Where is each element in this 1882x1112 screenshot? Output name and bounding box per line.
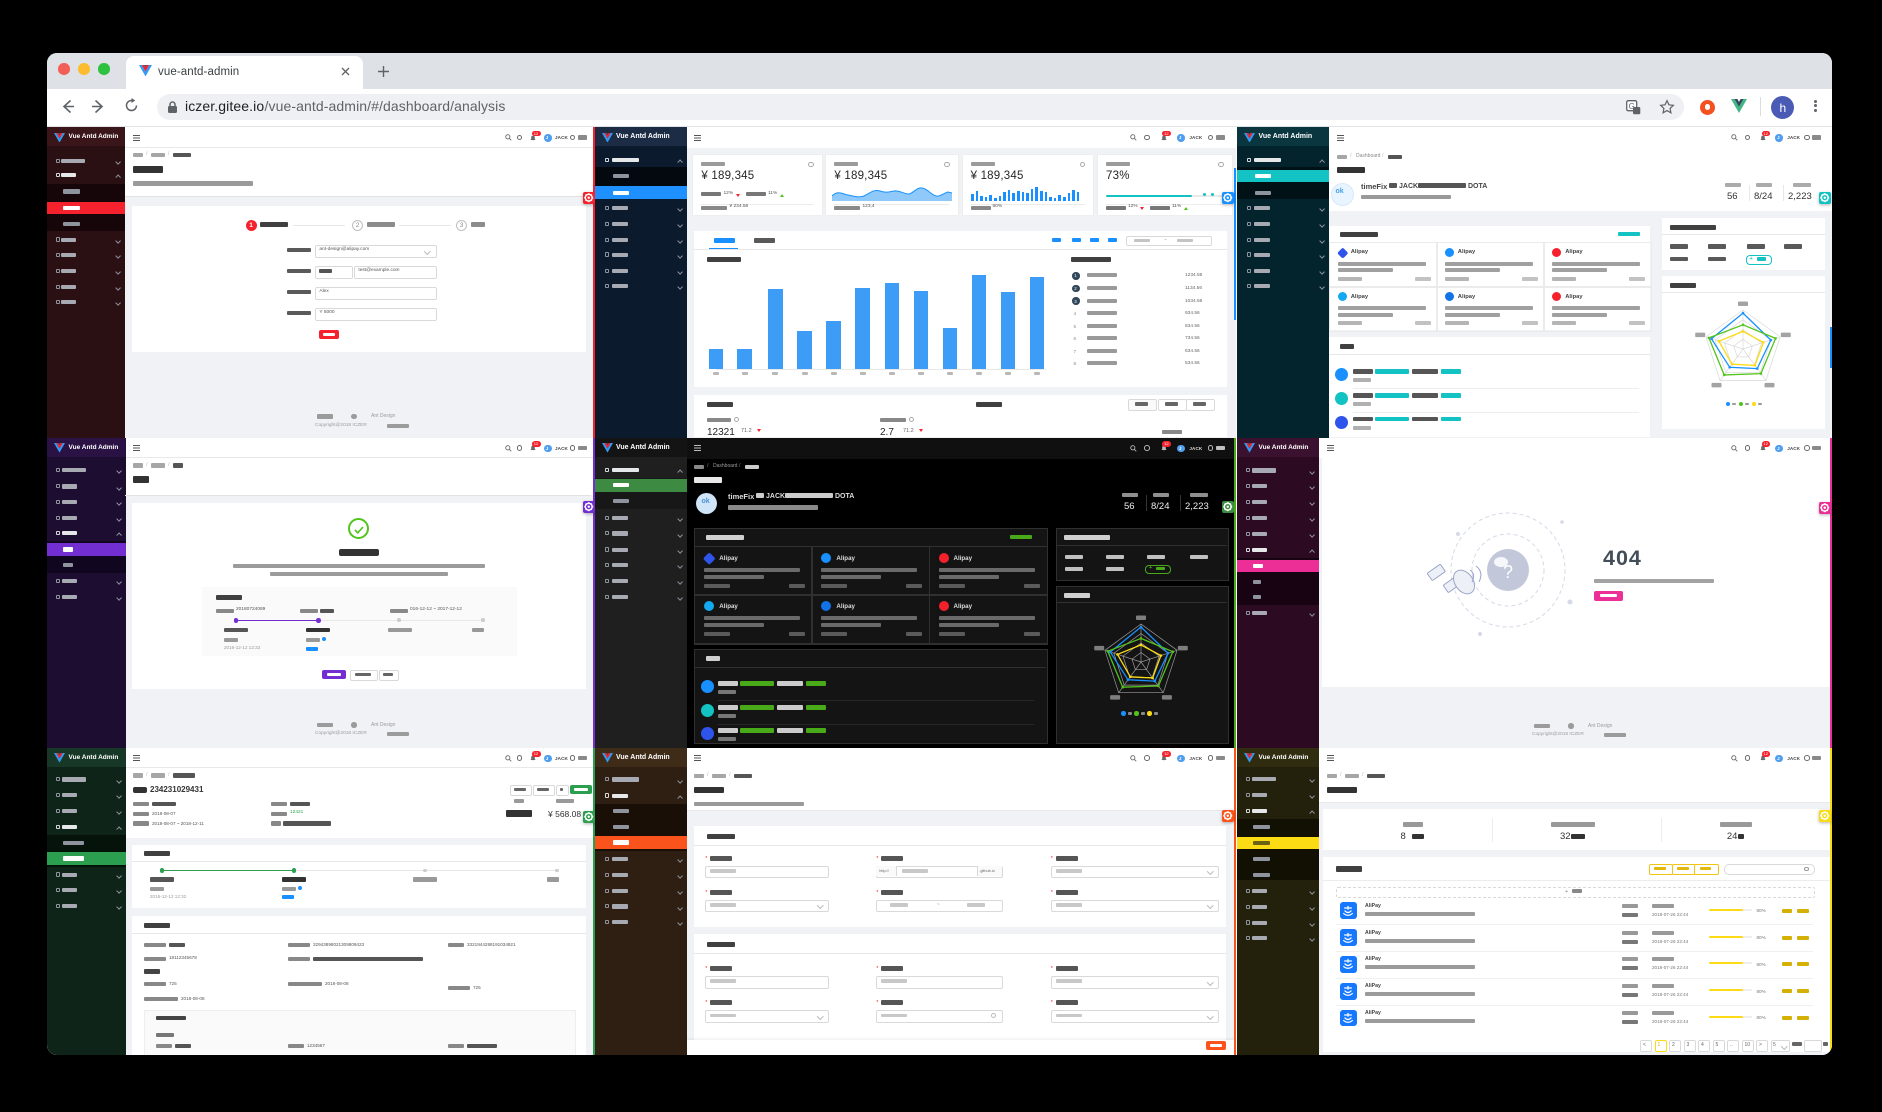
svg-text:G: G [1629,101,1635,110]
svg-text:?: ? [1503,562,1513,582]
